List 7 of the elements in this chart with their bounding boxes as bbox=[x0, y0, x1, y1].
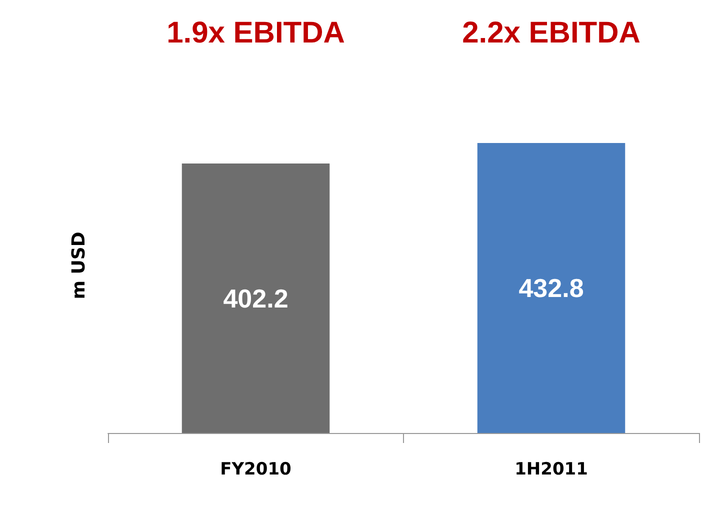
y-axis-title: m USD bbox=[68, 232, 90, 300]
text: 1.9x EBITDA bbox=[166, 16, 345, 50]
text: 2.2x EBITDA bbox=[462, 16, 640, 50]
data-label: 402.2 bbox=[223, 283, 288, 314]
x-tick-label: 1H2011 bbox=[514, 460, 588, 480]
x-tick-label: FY2010 bbox=[220, 460, 292, 480]
data-label: 432.8 bbox=[518, 273, 584, 304]
